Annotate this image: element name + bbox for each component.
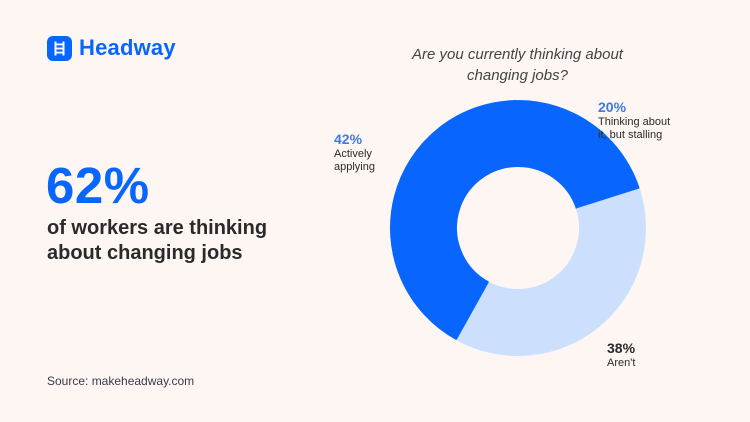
headline-line-1: of workers are thinking: [47, 217, 268, 239]
chart-title-line-1: Are you currently thinking about: [412, 46, 623, 63]
slice-pct-applying: 42%: [334, 131, 363, 147]
donut-slice-1: [456, 188, 646, 356]
slice-label-arent: 38% Aren't: [607, 340, 635, 370]
brand-logo: Headway: [47, 35, 176, 61]
slice-desc-stalling-1: Thinking about: [598, 116, 671, 128]
slice-pct-arent: 38%: [607, 340, 636, 356]
source-note: Source: makeheadway.com: [47, 374, 195, 388]
slice-label-stalling: 20% Thinking about it, but stalling: [598, 99, 670, 142]
headline-text: of workers are thinking about changing j…: [47, 216, 317, 266]
slice-pct-stalling: 20%: [598, 99, 627, 115]
donut-slice-0: [517, 100, 640, 210]
slice-desc-stalling-2: it, but stalling: [598, 129, 663, 141]
slice-desc-applying-1: Actively: [334, 148, 372, 160]
brand-name: Headway: [79, 35, 176, 60]
donut-slice-2: [390, 100, 519, 340]
headline-line-2: about changing jobs: [47, 242, 243, 264]
chart-title-line-2: changing jobs?: [467, 67, 568, 84]
ladder-icon: [47, 35, 72, 61]
chart-title: Are you currently thinking about changin…: [395, 44, 640, 86]
slice-desc-arent: Aren't: [607, 357, 636, 369]
headline-stat: 62%: [46, 157, 150, 214]
slice-desc-applying-2: applying: [334, 161, 375, 173]
slice-label-applying: 42% Actively applying: [334, 131, 375, 174]
